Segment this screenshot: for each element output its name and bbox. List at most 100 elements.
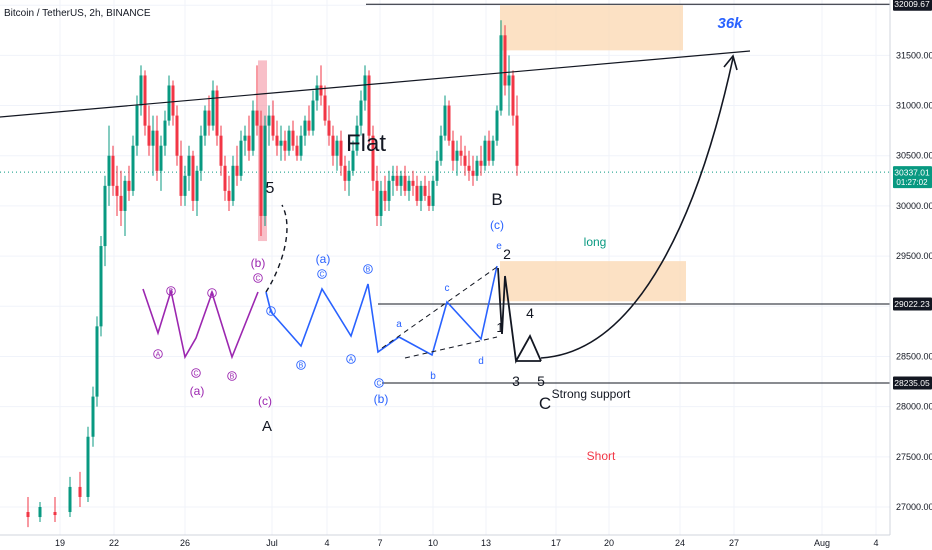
purple-circle-b: B	[169, 289, 174, 296]
candle-body	[467, 165, 471, 171]
y-tick-label: 27500.00	[896, 452, 932, 462]
candle-body	[219, 135, 223, 166]
candle-body	[271, 115, 275, 136]
candle-body	[175, 115, 179, 156]
x-tick-label: 26	[180, 538, 190, 548]
candle-body	[247, 135, 251, 151]
candle-body	[355, 125, 359, 151]
price-tag-bg	[893, 166, 932, 189]
candle-body	[463, 155, 467, 166]
candle-body	[311, 100, 315, 131]
x-tick-label: 10	[428, 538, 438, 548]
wave-dashed-curve	[265, 204, 288, 293]
candle-body	[451, 140, 455, 161]
candle-body	[235, 165, 239, 176]
candle-body	[251, 110, 255, 151]
wave-3-label: 3	[512, 373, 520, 389]
candle-body	[207, 110, 211, 126]
candle-body	[131, 145, 135, 191]
purple-circle-c2: C	[255, 276, 260, 283]
candle-body	[483, 140, 487, 166]
long-label: long	[584, 235, 607, 249]
x-tick-label: 7	[377, 538, 382, 548]
candle-body	[127, 180, 131, 191]
triangle-e-label: e	[496, 241, 502, 252]
levels	[0, 3, 890, 384]
candle-body	[367, 75, 371, 136]
x-tick-label: 13	[481, 538, 491, 548]
blue-circle-c-ring	[317, 269, 327, 279]
time-axis[interactable]: 19 22 26 Jul 4 7 10 13 17 20 24 27 Aug 4	[0, 534, 890, 548]
candle-body	[435, 160, 439, 181]
candle-body	[431, 180, 435, 206]
candle-body	[255, 110, 259, 126]
triangle-b-label: b	[430, 371, 436, 382]
candle-body	[391, 175, 395, 181]
y-tick-label: 30500.00	[896, 151, 932, 161]
candle-body	[479, 160, 483, 166]
candle-body	[283, 140, 287, 151]
blue-circle-a2-ring	[346, 354, 356, 364]
candle-body	[475, 160, 479, 176]
candle-body	[155, 130, 159, 171]
candle-body	[403, 175, 407, 191]
candle-body	[191, 155, 195, 201]
candle-body	[95, 326, 99, 397]
price-tag-bg	[893, 297, 932, 311]
candle-body	[86, 436, 90, 497]
blue-circle-b: B	[299, 363, 304, 370]
candle-body	[407, 180, 411, 191]
blue-a-label: (a)	[316, 252, 331, 266]
candle-body	[419, 185, 423, 201]
wave-B-label: B	[491, 190, 502, 209]
projection-curve	[540, 57, 734, 359]
candle-body	[399, 175, 403, 186]
candle-body	[26, 512, 30, 518]
blue-circle-c: C	[319, 272, 324, 279]
price-tag-bg	[893, 376, 932, 390]
x-tick-label: 19	[55, 538, 65, 548]
candle-body	[363, 75, 367, 101]
target-36k-label: 36k	[717, 15, 743, 32]
x-tick-label: 22	[109, 538, 119, 548]
x-tick-label: 20	[604, 538, 614, 548]
candle-body	[423, 185, 427, 196]
triangle-c-label: c	[445, 283, 450, 294]
candle-body	[111, 155, 115, 186]
candle-body	[275, 135, 279, 146]
candle-body	[375, 180, 379, 216]
wave-purple-zigzag	[142, 287, 259, 360]
candles	[26, 20, 519, 528]
wave-1-label: 1	[496, 320, 503, 335]
y-tick-label: 29500.00	[896, 251, 932, 261]
candle-body	[383, 190, 387, 201]
blue-c-label: (c)	[490, 218, 504, 232]
annotations: B A A C B C A B C A B C Flat 36k long Strong support Sho…	[153, 15, 743, 463]
purple-circle-b2-ring	[227, 371, 237, 381]
price-axis[interactable]: 27000.0027500.0028000.0028500.0029000.00…	[889, 0, 932, 535]
candle-body	[455, 150, 459, 161]
purple-c-label: (c)	[258, 394, 272, 408]
x-tick-label: 24	[675, 538, 685, 548]
candle-body	[159, 145, 163, 171]
candle-body	[459, 150, 463, 156]
candle-body	[351, 150, 355, 171]
candle-body	[395, 175, 399, 186]
wave-A-label: A	[262, 418, 272, 435]
candle-body	[78, 486, 82, 497]
purple-circle-a2: A	[156, 352, 161, 359]
blue-circle-c2: C	[376, 381, 381, 388]
x-tick-label: 4	[324, 538, 329, 548]
price-tag-bg	[893, 0, 932, 11]
candle-body	[471, 170, 475, 176]
candle-body	[507, 75, 511, 86]
candle-body	[263, 125, 267, 216]
candle-body	[323, 95, 327, 121]
x-tick-label: 27	[729, 538, 739, 548]
candle-body	[68, 486, 72, 513]
candle-body	[183, 175, 187, 196]
purple-circle-c2-ring	[253, 273, 263, 283]
candle-body	[267, 115, 271, 126]
